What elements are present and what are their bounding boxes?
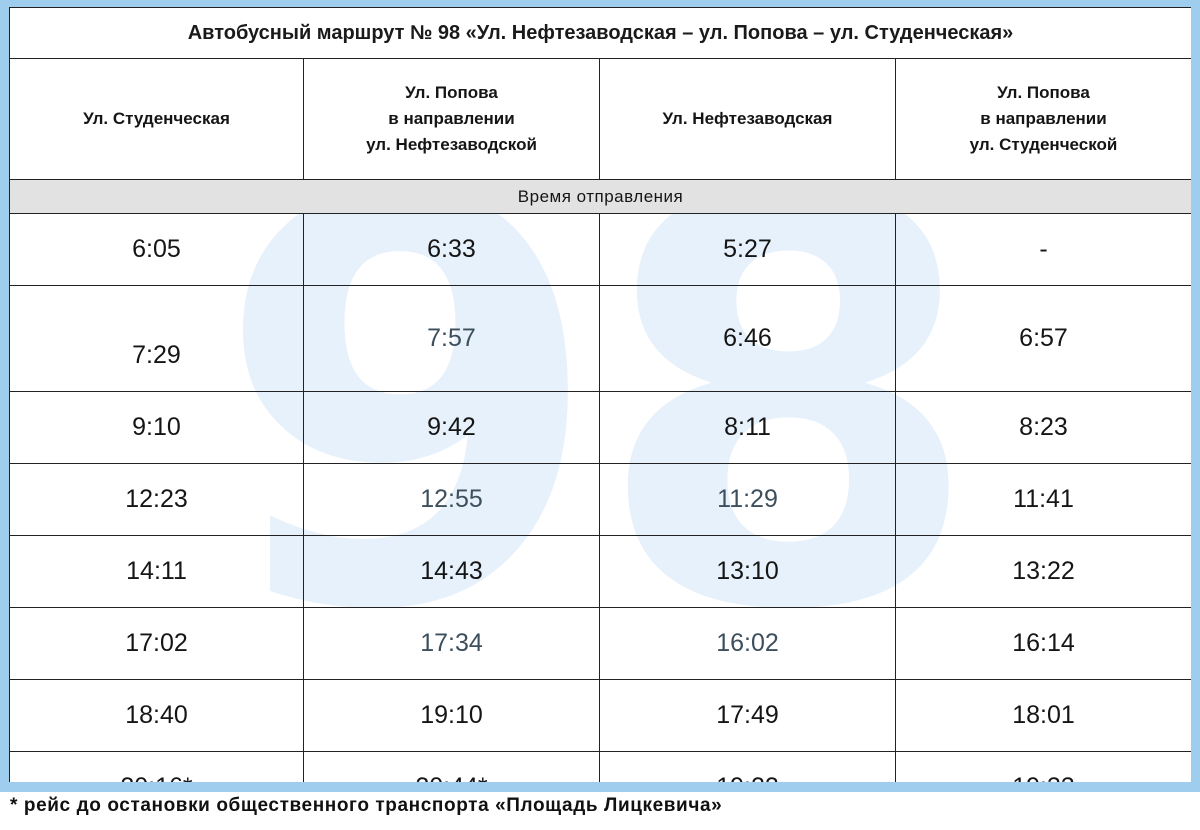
table-row: 20:16* 20:44* 19:22 19:33 (9, 751, 1191, 782)
time-cell: 11:29 (599, 463, 896, 536)
time-cell: 8:11 (599, 391, 896, 464)
table-row: 7:29 7:57 6:46 6:57 (9, 285, 1191, 392)
column-header-neftezavodskaya: Ул. Нефтезаводская (599, 58, 896, 180)
time-cell: 17:49 (599, 679, 896, 752)
time-cell: 20:16* (9, 751, 304, 782)
time-cell: 6:33 (303, 213, 600, 286)
time-cell: 14:11 (9, 535, 304, 608)
time-cell: - (894, 213, 1191, 286)
table-row: 9:10 9:42 8:11 8:23 (9, 391, 1191, 464)
header-line: Ул. Попова (405, 83, 498, 102)
column-header-popova-to-studencheskaya: Ул. Попова в направлении ул. Студенческо… (894, 58, 1191, 180)
table-row: 12:23 12:55 11:29 11:41 (9, 463, 1191, 536)
table-row: 17:02 17:34 16:02 16:14 (9, 607, 1191, 680)
column-header-popova-to-neftezavodskaya: Ул. Попова в направлении ул. Нефтезаводс… (303, 58, 600, 180)
time-cell: 12:55 (303, 463, 600, 536)
time-cell: 9:42 (303, 391, 600, 464)
schedule-table: Автобусный маршрут № 98 «Ул. Нефтезаводс… (9, 7, 1191, 782)
footnote: * рейс до остановки общественного трансп… (10, 795, 723, 816)
header-line: в направлении (980, 109, 1107, 128)
time-cell: 6:57 (894, 285, 1191, 392)
column-header-studencheskaya: Ул. Студенческая (9, 58, 304, 180)
time-cell: 13:10 (599, 535, 896, 608)
time-cell: 17:02 (9, 607, 304, 680)
table-row: 18:40 19:10 17:49 18:01 (9, 679, 1191, 752)
header-line: ул. Студенческой (969, 135, 1118, 154)
header-line: Ул. Попова (997, 83, 1090, 102)
departure-time-subheader: Время отправления (9, 179, 1191, 214)
header-line: Ул. Студенческая (83, 109, 230, 128)
time-cell: 17:34 (303, 607, 600, 680)
time-cell: 7:57 (303, 285, 600, 392)
time-cell: 18:40 (9, 679, 304, 752)
time-cell: 19:22 (599, 751, 896, 782)
time-cell: 7:29 (9, 285, 304, 392)
time-cell: 8:23 (894, 391, 1191, 464)
time-cell: 6:46 (599, 285, 896, 392)
time-cell: 13:22 (894, 535, 1191, 608)
time-cell: 16:14 (894, 607, 1191, 680)
time-cell: 19:33 (894, 751, 1191, 782)
time-cell: 12:23 (9, 463, 304, 536)
time-cell: 18:01 (894, 679, 1191, 752)
schedule-title: Автобусный маршрут № 98 «Ул. Нефтезаводс… (9, 7, 1191, 59)
time-cell: 14:43 (303, 535, 600, 608)
header-line: в направлении (388, 109, 515, 128)
time-cell: 11:41 (894, 463, 1191, 536)
time-cell: 6:05 (9, 213, 304, 286)
header-line: ул. Нефтезаводской (366, 135, 537, 154)
table-row: 6:05 6:33 5:27 - (9, 213, 1191, 286)
table-row: 14:11 14:43 13:10 13:22 (9, 535, 1191, 608)
header-line: Ул. Нефтезаводская (662, 109, 833, 128)
time-cell: 20:44* (303, 751, 600, 782)
schedule-sheet: 98 Автобусный маршрут № 98 «Ул. Нефтезав… (9, 7, 1191, 782)
time-cell: 9:10 (9, 391, 304, 464)
time-cell: 5:27 (599, 213, 896, 286)
time-cell: 16:02 (599, 607, 896, 680)
time-cell: 19:10 (303, 679, 600, 752)
